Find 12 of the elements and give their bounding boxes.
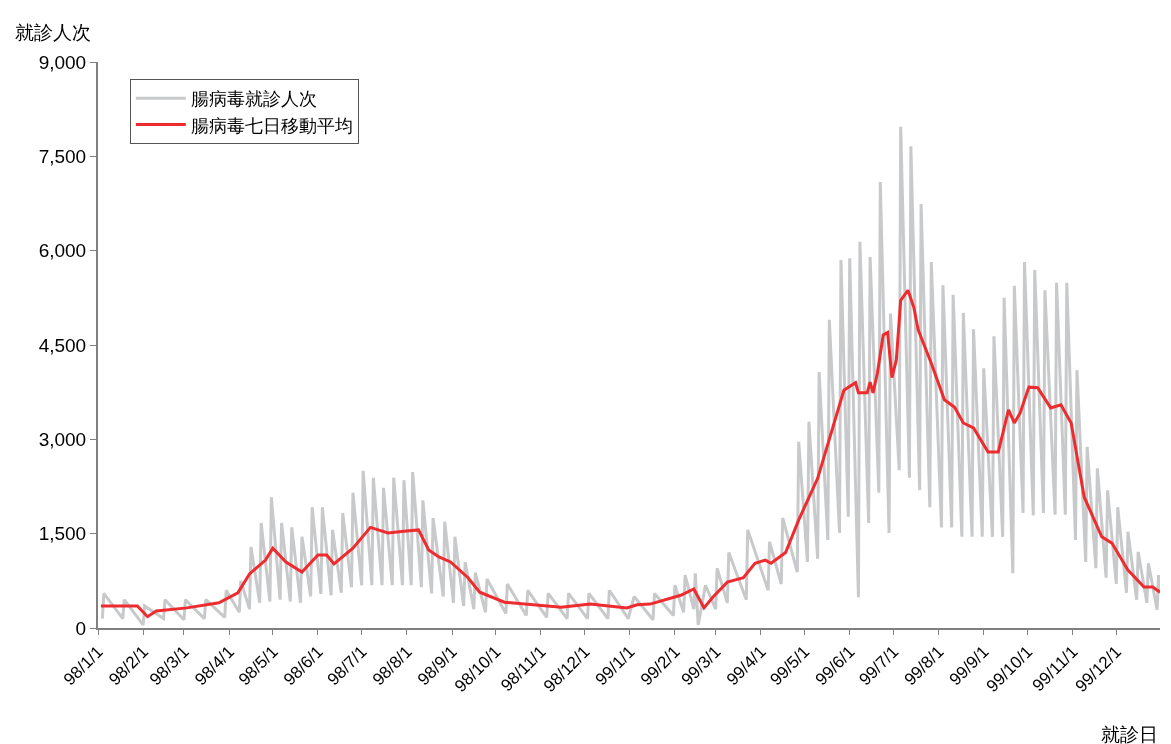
y-tick-label: 0 xyxy=(75,617,87,639)
y-tick-label: 4,500 xyxy=(38,334,87,356)
x-axis-title: 就診日 xyxy=(1101,723,1158,744)
legend-label: 腸病毒就診人次 xyxy=(190,88,317,110)
y-tick-label: 3,000 xyxy=(38,428,87,450)
line-series xyxy=(99,288,1160,619)
y-tick-label: 6,000 xyxy=(38,240,87,262)
y-axis-title: 就診人次 xyxy=(15,21,91,43)
y-tick-label: 1,500 xyxy=(38,523,87,545)
legend-label: 腸病毒七日移動平均 xyxy=(190,114,353,136)
y-tick-label: 9,000 xyxy=(38,51,87,73)
y-tick-label: 7,500 xyxy=(38,145,87,167)
